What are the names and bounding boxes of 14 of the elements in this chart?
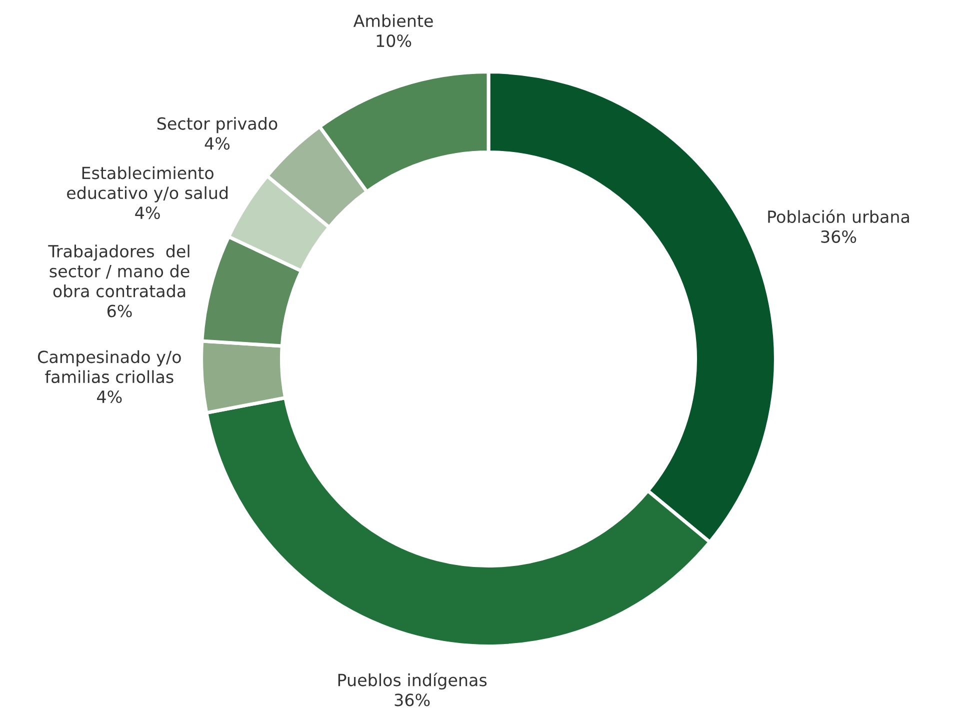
slice-label: Trabajadores del sector / mano de obra contratada <box>48 244 190 298</box>
data-label: 4% <box>135 206 160 220</box>
data-label: 4% <box>204 137 230 150</box>
data-label: 36% <box>821 230 856 243</box>
data-label: 4% <box>97 390 122 404</box>
slice-label: Pueblos indígenas <box>338 672 487 690</box>
data-label: 6% <box>107 304 132 318</box>
slice-label: Ambiente <box>353 14 433 28</box>
slice-label: Establecimiento educativo y/o salud <box>67 166 228 202</box>
slice-label: Campesinado y/o familias criollas <box>38 350 181 384</box>
slice-label: Población urbana <box>768 209 909 224</box>
data-label: 10% <box>376 34 412 48</box>
data-label: 36% <box>394 694 430 706</box>
slice-label: Sector privado <box>157 116 278 134</box>
